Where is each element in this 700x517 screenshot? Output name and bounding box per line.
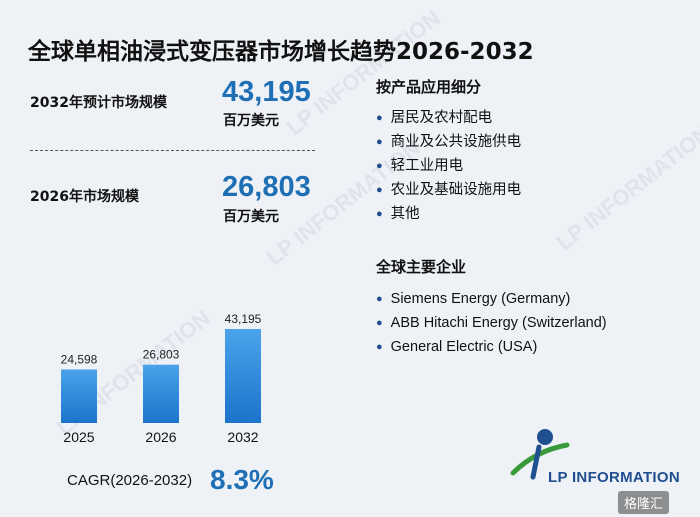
page-title: 全球单相油浸式变压器市场增长趋势2026-2032 <box>28 39 534 65</box>
kpi-2026-value: 26,803 <box>222 171 311 203</box>
lp-logo-icon <box>510 429 570 480</box>
kpi-2026-unit: 百万美元 <box>223 209 279 225</box>
kpi-2032-value: 43,195 <box>222 76 311 108</box>
corner-badge: 格隆汇 <box>618 491 670 514</box>
bullet-icon: ● <box>376 112 383 124</box>
kpi-2032-unit: 百万美元 <box>223 113 279 129</box>
bullet-icon: ● <box>376 341 383 353</box>
companies-list: ● Siemens Energy (Germany) ● ABB Hitachi E… <box>376 287 607 359</box>
kpi-2032-label: 2032年预计市场规模 <box>30 95 167 111</box>
segments-title: 按产品应用细分 <box>376 78 482 96</box>
bar-chart: 24,598 2025 26,803 2026 43,195 2032 <box>61 312 262 445</box>
bullet-icon: ● <box>376 293 383 305</box>
companies-title: 全球主要企业 <box>376 258 467 276</box>
bar-value-label: 24,598 <box>61 352 98 366</box>
bar-2032 <box>225 329 261 423</box>
cagr-value: 8.3% <box>210 464 274 495</box>
bullet-icon: ● <box>376 184 383 196</box>
bullet-icon: ● <box>376 160 383 172</box>
x-tick-label: 2026 <box>145 429 176 445</box>
bullet-icon: ● <box>376 317 383 329</box>
bar-2025 <box>61 369 97 423</box>
list-item: ● General Electric (USA) <box>376 339 538 355</box>
list-item: ● 居民及农村配电 <box>376 110 493 126</box>
brand-name: LP INFORMATION <box>548 469 680 486</box>
list-item: ● Siemens Energy (Germany) <box>376 291 571 307</box>
bar-value-label: 26,803 <box>143 348 180 362</box>
x-tick-label: 2025 <box>63 429 94 445</box>
cagr-label: CAGR(2026-2032) <box>67 472 193 489</box>
divider <box>30 150 315 151</box>
segments-list: ● 居民及农村配电 ● 商业及公共设施供电 ● 轻工业用电 ● 农业及基础设施用电 ● 其… <box>376 106 521 226</box>
list-item: ● 农业及基础设施用电 <box>376 182 522 198</box>
watermark-text: LP INFORMATION <box>551 120 700 256</box>
list-item: ● 其他 <box>376 206 420 222</box>
bullet-icon: ● <box>376 208 383 220</box>
x-tick-label: 2032 <box>227 429 258 445</box>
kpi-2026-label: 2026年市场规模 <box>30 189 139 205</box>
list-item: ● 轻工业用电 <box>376 158 464 174</box>
bar-2026 <box>143 364 179 423</box>
list-item: ● 商业及公共设施供电 <box>376 134 522 150</box>
bar-value-label: 43,195 <box>225 312 262 326</box>
bullet-icon: ● <box>376 136 383 148</box>
list-item: ● ABB Hitachi Energy (Switzerland) <box>376 315 607 331</box>
